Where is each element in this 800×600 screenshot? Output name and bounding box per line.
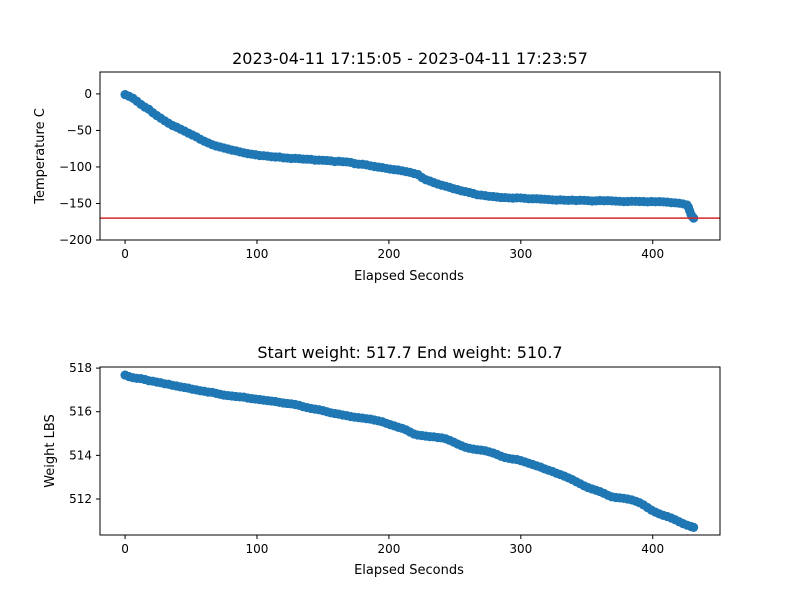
x-tick-label: 100 [246, 542, 269, 556]
x-tick-label: 200 [377, 247, 400, 261]
weight-x-axis-label: Elapsed Seconds [354, 563, 464, 578]
x-tick-label: 0 [121, 542, 129, 556]
y-tick-label: −50 [67, 123, 92, 137]
weight-data-point [689, 522, 699, 532]
x-tick-label: 200 [377, 542, 400, 556]
x-tick-label: 300 [509, 542, 532, 556]
y-tick-label: 516 [69, 405, 92, 419]
temperature-x-axis-label: Elapsed Seconds [354, 269, 464, 284]
y-tick-label: 512 [69, 492, 92, 506]
y-tick-label: −200 [59, 233, 92, 247]
x-tick-label: 0 [121, 247, 129, 261]
x-tick-label: 400 [641, 542, 664, 556]
temperature-panel: 2023-04-11 17:15:05 - 2023-04-11 17:23:5… [33, 49, 721, 284]
x-tick-label: 400 [641, 247, 664, 261]
x-tick-label: 100 [246, 247, 269, 261]
weight-plot-area [120, 370, 699, 532]
temperature-chart-title: 2023-04-11 17:15:05 - 2023-04-11 17:23:5… [232, 49, 588, 68]
temperature-plot-area [100, 90, 720, 223]
weight-axis-ticks: 0 100 200 300 400 512 514 516 518 [69, 361, 664, 556]
temperature-axes-frame [99, 71, 721, 241]
temperature-y-axis-label: Temperature C [33, 108, 48, 205]
y-tick-label: 0 [84, 87, 92, 101]
x-tick-label: 300 [509, 247, 532, 261]
temperature-axis-ticks: 0 100 200 300 400 0 −50 −100 −150 −200 [59, 87, 664, 261]
weight-y-axis-label: Weight LBS [43, 414, 58, 488]
y-tick-label: 514 [69, 448, 92, 462]
y-tick-label: 518 [69, 361, 92, 375]
y-tick-label: −150 [59, 196, 92, 210]
weight-axes-frame [99, 366, 721, 536]
weight-chart-title: Start weight: 517.7 End weight: 510.7 [257, 343, 562, 362]
y-tick-label: −100 [59, 160, 92, 174]
weight-panel: Start weight: 517.7 End weight: 510.7 El… [43, 343, 721, 578]
